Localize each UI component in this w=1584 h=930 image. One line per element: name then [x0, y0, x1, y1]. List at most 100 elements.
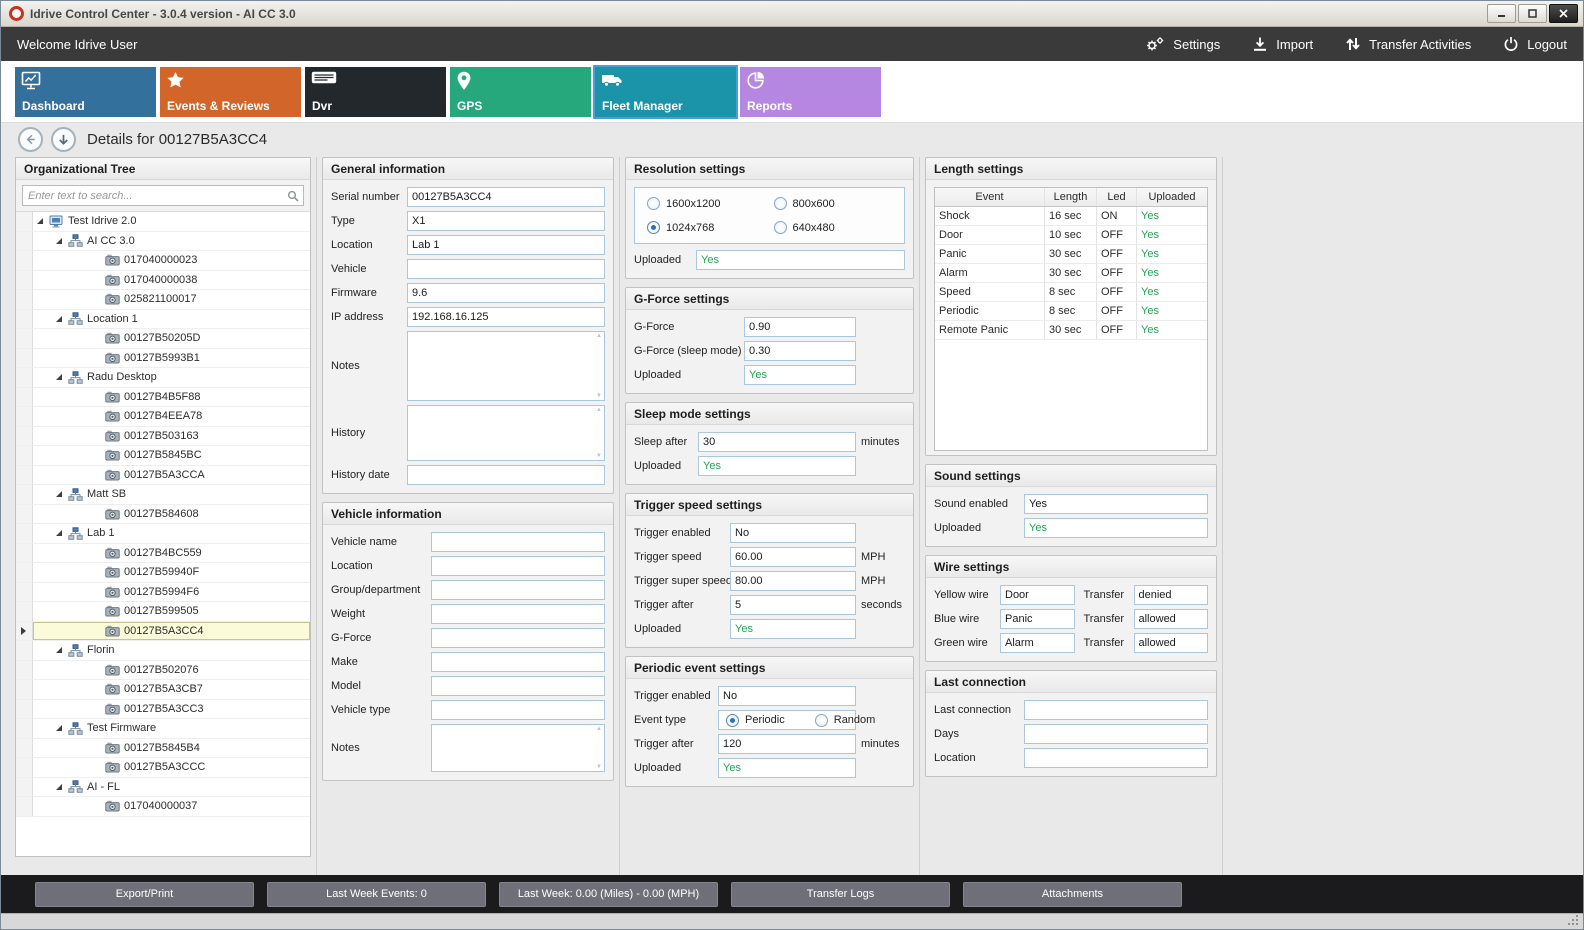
field-input[interactable] — [431, 556, 605, 576]
tab-tile[interactable]: Reports — [740, 66, 881, 117]
tree-item[interactable]: Matt SB — [16, 485, 310, 505]
field-input[interactable] — [407, 465, 605, 485]
table-row[interactable]: Door 10 sec OFF Yes — [935, 226, 1207, 245]
topbar-action[interactable]: Logout — [1503, 36, 1567, 52]
field-input[interactable]: 0.30 — [744, 341, 856, 361]
tree-item[interactable]: 00127B5A3CC4 — [16, 621, 310, 641]
tree-item[interactable]: 00127B5A3CCA — [16, 465, 310, 485]
tree-item[interactable]: Location 1 — [16, 309, 310, 329]
field-input[interactable]: Yes — [718, 758, 856, 778]
tree-item[interactable]: 00127B5A3CC3 — [16, 699, 310, 719]
tree-item[interactable]: 00127B4B5F88 — [16, 387, 310, 407]
tab-tile[interactable]: Fleet Manager — [593, 64, 738, 119]
tree-item[interactable]: Test Firmware — [16, 719, 310, 739]
tree-item[interactable]: AI - FL — [16, 777, 310, 797]
minimize-button[interactable] — [1487, 4, 1516, 23]
tree-item[interactable]: Florin — [16, 641, 310, 661]
field-input[interactable] — [1024, 724, 1208, 744]
field-input[interactable]: No — [730, 523, 856, 543]
tree-expander-icon[interactable] — [56, 530, 68, 536]
tree-item[interactable]: 00127B5845B4 — [16, 738, 310, 758]
footer-button[interactable]: Attachments — [963, 881, 1182, 907]
table-row[interactable]: Remote Panic 30 sec OFF Yes — [935, 321, 1207, 340]
tree-expander-icon[interactable] — [56, 725, 68, 731]
field-input[interactable] — [407, 331, 605, 401]
tree-item[interactable]: 00127B4BC559 — [16, 543, 310, 563]
tree-item[interactable]: 00127B5994F6 — [16, 582, 310, 602]
field-input[interactable]: 192.168.16.125 — [407, 307, 605, 327]
tree-item[interactable]: 00127B5A3CCC — [16, 758, 310, 778]
field-input[interactable] — [431, 628, 605, 648]
maximize-button[interactable] — [1518, 4, 1547, 23]
field-input[interactable]: X1 — [407, 211, 605, 231]
field-input[interactable]: 9.6 — [407, 283, 605, 303]
radio-option[interactable]: 1600x1200 — [647, 197, 774, 210]
tree-item[interactable]: 00127B599505 — [16, 602, 310, 622]
table-row[interactable]: Periodic 8 sec OFF Yes — [935, 302, 1207, 321]
radio-option[interactable]: Periodic — [726, 713, 785, 727]
field-input[interactable]: 120 — [718, 734, 856, 754]
tree-item[interactable]: 00127B59940F — [16, 563, 310, 583]
tree-expander-icon[interactable] — [37, 218, 49, 224]
field-input[interactable]: Yes — [730, 619, 856, 639]
tab-tile[interactable]: GPS — [450, 66, 591, 117]
tree-item[interactable]: 017040000038 — [16, 270, 310, 290]
field-input[interactable]: Yes — [698, 456, 856, 476]
radio-option[interactable]: 640x480 — [773, 221, 901, 234]
tab-tile[interactable]: Dvr — [305, 66, 446, 117]
field-input[interactable] — [431, 700, 605, 720]
field-input[interactable] — [431, 604, 605, 624]
field-input[interactable] — [431, 580, 605, 600]
wire-value-input[interactable]: Panic — [1000, 609, 1075, 629]
table-column-header[interactable]: Led — [1097, 188, 1137, 206]
field-input[interactable] — [1024, 748, 1208, 768]
tree-expander-icon[interactable] — [56, 647, 68, 653]
field-input[interactable]: 5 — [730, 595, 856, 615]
tree-expander-icon[interactable] — [56, 316, 68, 322]
field-input[interactable] — [407, 405, 605, 461]
topbar-action[interactable]: Import — [1252, 36, 1313, 52]
radio-option[interactable]: Random — [814, 713, 875, 727]
tree-item[interactable]: 00127B5993B1 — [16, 348, 310, 368]
footer-button[interactable]: Transfer Logs — [731, 881, 950, 907]
tree-item[interactable]: Lab 1 — [16, 524, 310, 544]
tree-item[interactable]: 00127B4EEA78 — [16, 407, 310, 427]
field-input[interactable]: Yes — [744, 365, 856, 385]
tree-item[interactable]: Test Idrive 2.0 — [16, 212, 310, 232]
tree-expander-icon[interactable] — [56, 491, 68, 497]
tree-search-input[interactable] — [22, 185, 304, 206]
tree-item[interactable]: 017040000023 — [16, 251, 310, 271]
close-button[interactable] — [1549, 4, 1578, 23]
tree-item[interactable]: AI CC 3.0 — [16, 231, 310, 251]
tab-tile[interactable]: Dashboard — [15, 66, 156, 117]
field-input[interactable] — [407, 259, 605, 279]
table-column-header[interactable]: Uploaded — [1148, 191, 1196, 203]
tab-tile[interactable]: Events & Reviews — [160, 66, 301, 117]
table-row[interactable]: Shock 16 sec ON Yes — [935, 207, 1207, 226]
field-input[interactable]: 80.00 — [730, 571, 856, 591]
transfer-value-input[interactable]: allowed — [1133, 633, 1208, 653]
field-input[interactable] — [1024, 700, 1208, 720]
footer-button[interactable]: Last Week Events: 0 — [267, 881, 486, 907]
topbar-action[interactable]: Transfer Activities — [1345, 36, 1471, 52]
topbar-action[interactable]: Settings — [1145, 36, 1220, 53]
transfer-value-input[interactable]: allowed — [1133, 609, 1208, 629]
transfer-value-input[interactable]: denied — [1133, 585, 1208, 605]
field-input[interactable] — [431, 532, 605, 552]
field-input[interactable]: 30 — [698, 432, 856, 452]
tree-item[interactable]: 00127B502076 — [16, 660, 310, 680]
field-input[interactable]: Lab 1 — [407, 235, 605, 255]
tree-item[interactable]: 00127B503163 — [16, 426, 310, 446]
field-input[interactable]: Yes — [696, 250, 905, 270]
field-input[interactable]: 00127B5A3CC4 — [407, 187, 605, 207]
tree-item[interactable]: Radu Desktop — [16, 368, 310, 388]
tree-item[interactable]: 00127B5A3CB7 — [16, 680, 310, 700]
tree-item[interactable]: 025821100017 — [16, 290, 310, 310]
tree-item[interactable]: 017040000037 — [16, 797, 310, 817]
wire-value-input[interactable]: Alarm — [1000, 633, 1075, 653]
field-input[interactable]: 60.00 — [730, 547, 856, 567]
table-row[interactable]: Alarm 30 sec OFF Yes — [935, 264, 1207, 283]
back-button[interactable] — [18, 126, 43, 152]
field-input[interactable]: No — [718, 686, 856, 706]
tree-item[interactable]: 00127B5845BC — [16, 446, 310, 466]
